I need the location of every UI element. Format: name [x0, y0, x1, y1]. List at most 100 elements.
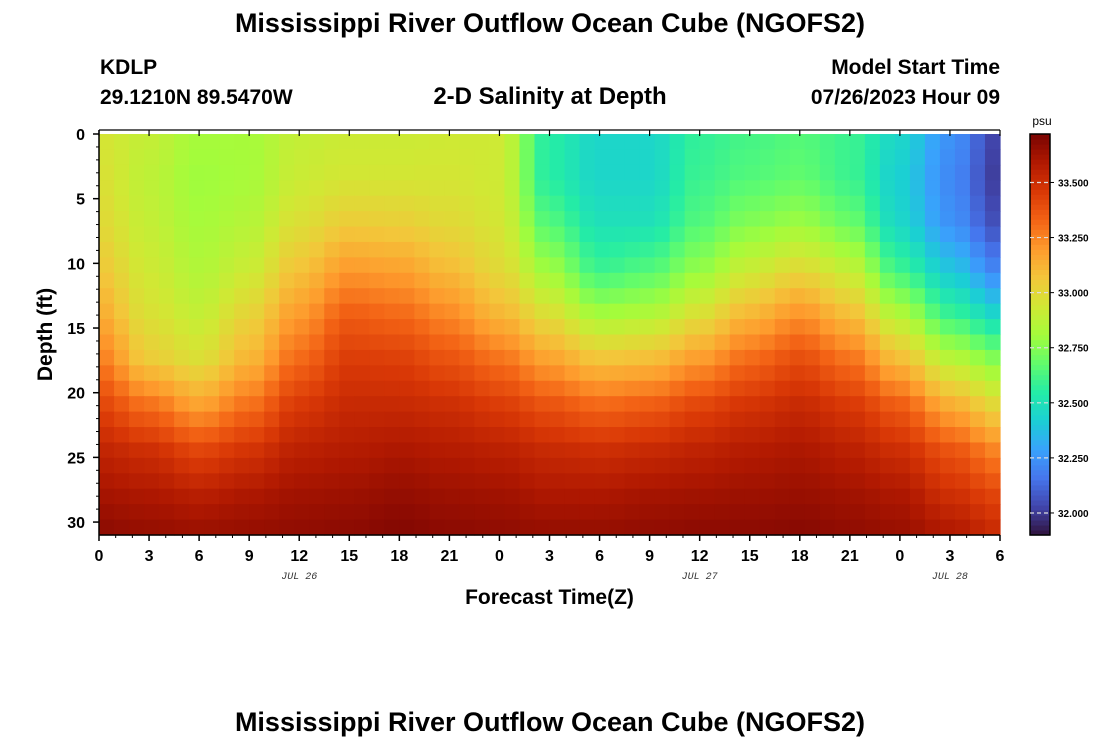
heatmap-cell: [354, 396, 370, 413]
heatmap-cell: [309, 380, 325, 397]
heatmap-cell: [399, 519, 415, 536]
heatmap-cell: [279, 411, 295, 428]
colorbar-segment: [1030, 244, 1050, 250]
heatmap-cell: [234, 195, 250, 212]
heatmap-cell: [369, 195, 385, 212]
heatmap-cell: [729, 180, 746, 197]
heatmap-cell: [429, 396, 445, 413]
heatmap-cell: [819, 272, 836, 289]
heatmap-cell: [174, 319, 190, 336]
heatmap-cell: [864, 319, 881, 336]
heatmap-cell: [849, 488, 866, 505]
heatmap-cell: [309, 396, 325, 413]
heatmap-cell: [159, 457, 175, 474]
heatmap-cell: [429, 473, 445, 490]
heatmap-cell: [564, 473, 581, 490]
heatmap-cell: [129, 257, 145, 274]
heatmap-cell: [909, 226, 926, 243]
heatmap-cell: [249, 272, 265, 289]
heatmap-cell: [504, 195, 521, 212]
heatmap-cell: [504, 334, 521, 351]
heatmap-cell: [159, 211, 175, 228]
heatmap-cell: [399, 380, 415, 397]
heatmap-cell: [444, 319, 460, 336]
heatmap-cell: [579, 164, 596, 181]
heatmap-cell: [129, 427, 145, 444]
heatmap-cell: [594, 504, 611, 521]
heatmap-cell: [264, 519, 280, 536]
date-label: JUL 27: [682, 572, 718, 583]
heatmap-cell: [414, 365, 430, 382]
heatmap-cell: [174, 442, 190, 459]
heatmap-cell: [504, 272, 521, 289]
heatmap-cell: [399, 488, 415, 505]
heatmap-cell: [414, 411, 430, 428]
colorbar-segment: [1030, 409, 1050, 416]
heatmap-cell: [984, 365, 1001, 382]
heatmap-cell: [279, 319, 295, 336]
heatmap-cell: [504, 427, 521, 444]
colorbar-segment: [1030, 319, 1050, 326]
heatmap-cell: [504, 396, 521, 413]
heatmap-cell: [369, 519, 385, 536]
heatmap-cell: [729, 303, 746, 320]
heatmap-cell: [399, 349, 415, 366]
heatmap-cell: [789, 396, 806, 413]
heatmap-cell: [474, 442, 491, 459]
heatmap-cell: [864, 442, 881, 459]
heatmap-cell: [609, 241, 626, 258]
heatmap-cell: [834, 488, 851, 505]
heatmap-cell: [369, 319, 385, 336]
heatmap-cell: [729, 195, 746, 212]
heatmap-cell: [819, 288, 836, 305]
heatmap-cell: [639, 288, 656, 305]
heatmap-cell: [354, 473, 370, 490]
heatmap-cell: [399, 211, 415, 228]
heatmap-cell: [669, 319, 686, 336]
heatmap-cell: [399, 288, 415, 305]
model-start-value: 07/26/2023 Hour 09: [810, 86, 1000, 109]
heatmap-cell: [99, 226, 115, 243]
heatmap-cell: [654, 427, 671, 444]
colorbar-segment: [1030, 194, 1050, 200]
heatmap-cell: [969, 149, 986, 166]
heatmap-cell: [609, 488, 626, 505]
heatmap-cell: [189, 180, 205, 197]
heatmap-cell: [264, 134, 280, 151]
heatmap-cell: [894, 380, 911, 397]
heatmap-cell: [489, 504, 506, 521]
heatmap-cell: [849, 241, 866, 258]
heatmap-cell: [294, 195, 310, 212]
heatmap-cell: [624, 473, 641, 490]
heatmap-cell: [429, 365, 445, 382]
heatmap-cell: [939, 164, 956, 181]
heatmap-cell: [849, 272, 866, 289]
colorbar-segment: [1030, 349, 1050, 356]
heatmap-cell: [354, 442, 370, 459]
heatmap-cell: [354, 288, 370, 305]
heatmap-cell: [864, 427, 881, 444]
heatmap-cell: [729, 519, 746, 536]
heatmap-cell: [414, 149, 430, 166]
heatmap-cell: [834, 226, 851, 243]
heatmap-cell: [879, 411, 896, 428]
heatmap-cell: [789, 272, 806, 289]
heatmap-cell: [369, 288, 385, 305]
heatmap-cell: [729, 411, 746, 428]
heatmap-cell: [624, 334, 641, 351]
heatmap-cell: [249, 457, 265, 474]
heatmap-cell: [729, 504, 746, 521]
heatmap-cell: [864, 164, 881, 181]
colorbar-segment: [1030, 499, 1050, 506]
heatmap-cell: [174, 411, 190, 428]
heatmap-cell: [954, 319, 971, 336]
heatmap-cell: [429, 195, 445, 212]
colorbar-segment: [1030, 199, 1050, 205]
heatmap-cell: [789, 442, 806, 459]
heatmap-cell: [654, 457, 671, 474]
heatmap-cell: [489, 519, 506, 536]
heatmap-cell: [654, 519, 671, 536]
heatmap-cell: [249, 164, 265, 181]
heatmap-cell: [294, 257, 310, 274]
heatmap-cell: [984, 349, 1001, 366]
